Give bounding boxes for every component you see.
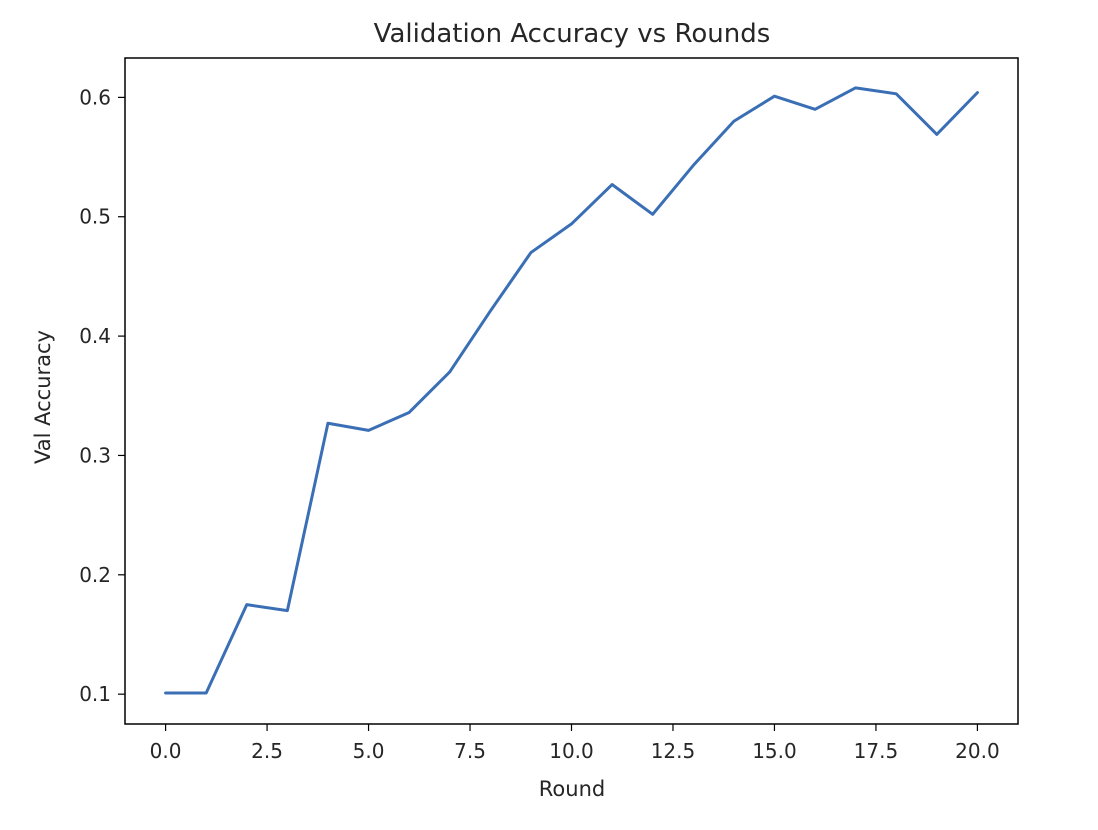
- x-axis: 0.0 2.5 5.0 7.5 10.0 12.5 15.0 17.5 20.0: [150, 724, 1000, 763]
- y-tick-label: 0.2: [79, 563, 111, 587]
- y-tick-label: 0.6: [79, 85, 111, 109]
- chart-title: Validation Accuracy vs Rounds: [374, 19, 771, 49]
- plot-frame: [124, 57, 1019, 725]
- y-tick-label: 0.1: [79, 682, 111, 706]
- plot-area: [124, 57, 1019, 725]
- x-tick-label: 20.0: [955, 739, 1000, 763]
- x-tick-label: 10.0: [549, 739, 594, 763]
- y-axis: 0.1 0.2 0.3 0.4 0.5 0.6: [79, 85, 125, 706]
- x-tick-label: 0.0: [150, 739, 182, 763]
- y-tick-label: 0.5: [79, 205, 111, 229]
- x-tick-label: 17.5: [854, 739, 899, 763]
- x-tick-label: 12.5: [651, 739, 696, 763]
- x-tick-label: 2.5: [251, 739, 283, 763]
- x-tick-label: 15.0: [752, 739, 797, 763]
- x-tick-label: 7.5: [454, 739, 486, 763]
- y-axis-label: Val Accuracy: [31, 330, 55, 464]
- series-layer: [164, 86, 979, 695]
- x-tick-label: 5.0: [353, 739, 385, 763]
- y-tick-label: 0.4: [79, 324, 111, 348]
- y-tick-label: 0.3: [79, 443, 111, 467]
- x-axis-label: Round: [539, 777, 605, 801]
